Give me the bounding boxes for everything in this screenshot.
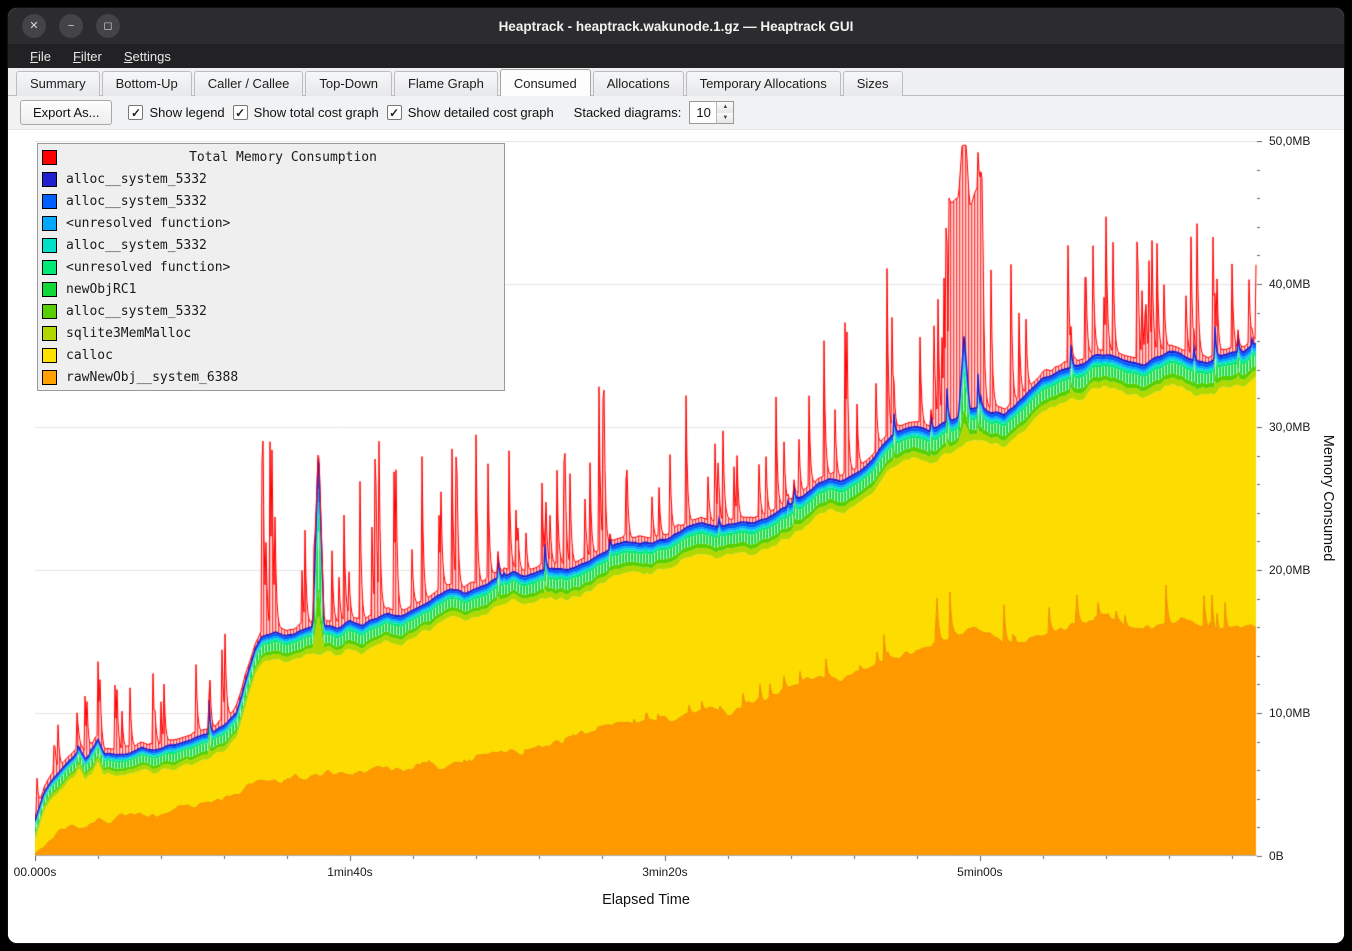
titlebar: ✕−◻ Heaptrack - heaptrack.wakunode.1.gz …: [8, 8, 1344, 44]
y-tick-label: 0B: [1269, 849, 1284, 863]
tab-allocations[interactable]: Allocations: [593, 71, 684, 96]
legend-item: newObjRC1: [38, 278, 504, 300]
x-axis-title: Elapsed Time: [602, 892, 690, 908]
tab-summary[interactable]: Summary: [16, 71, 100, 96]
legend-swatch: [42, 282, 57, 297]
menu-item-filter[interactable]: Filter: [63, 47, 112, 66]
legend-swatch: [42, 194, 57, 209]
legend-label: alloc__system_5332: [66, 304, 207, 319]
maximize-button[interactable]: ◻: [96, 14, 120, 38]
tabbar: SummaryBottom-UpCaller / CalleeTop-DownF…: [8, 68, 1344, 96]
x-tick-label: 1min40s: [327, 865, 372, 879]
stacked-diagrams-label: Stacked diagrams:: [574, 105, 682, 120]
stacked-diagrams-spinbox[interactable]: 10 ▲ ▼: [689, 101, 734, 124]
checkbox-show-total-cost-graph[interactable]: ✓ Show total cost graph: [233, 105, 379, 120]
legend-swatch: [42, 238, 57, 253]
window-controls: ✕−◻: [22, 14, 120, 38]
x-tick-label: 00.000s: [14, 865, 57, 879]
legend-label: sqlite3MemMalloc: [66, 326, 191, 341]
legend-item: rawNewObj__system_6388: [38, 366, 504, 388]
y-tick-label: 20,0MB: [1269, 563, 1310, 577]
window-title: Heaptrack - heaptrack.wakunode.1.gz — He…: [8, 19, 1344, 34]
legend-swatch: [42, 260, 57, 275]
checkbox-show-legend[interactable]: ✓ Show legend: [128, 105, 224, 120]
export-as-button[interactable]: Export As...: [20, 100, 112, 125]
app-window: ✕−◻ Heaptrack - heaptrack.wakunode.1.gz …: [8, 8, 1344, 943]
legend-title-swatch: [42, 150, 57, 165]
x-tick-label: 3min20s: [642, 865, 687, 879]
legend-swatch: [42, 370, 57, 385]
checkbox-box-show-legend[interactable]: ✓: [128, 105, 143, 120]
checkbox-show-detailed-cost-graph[interactable]: ✓ Show detailed cost graph: [387, 105, 554, 120]
checkbox-group-container: ✓ Show legend ✓ Show total cost graph ✓ Show …: [120, 105, 553, 120]
tab-temporary-allocations[interactable]: Temporary Allocations: [686, 71, 841, 96]
menu-item-settings[interactable]: Settings: [114, 47, 181, 66]
tab-top-down[interactable]: Top-Down: [305, 71, 392, 96]
legend-swatch: [42, 216, 57, 231]
tab-consumed[interactable]: Consumed: [500, 69, 591, 96]
legend-swatch: [42, 304, 57, 319]
x-tick-label: 5min00s: [957, 865, 1002, 879]
y-tick-label: 30,0MB: [1269, 420, 1310, 434]
legend-label: calloc: [66, 348, 113, 363]
legend-title-row: Total Memory Consumption: [38, 146, 504, 168]
tab-sizes[interactable]: Sizes: [843, 71, 903, 96]
legend-label: <unresolved function>: [66, 260, 230, 275]
tab-flame-graph[interactable]: Flame Graph: [394, 71, 498, 96]
y-tick-label: 50,0MB: [1269, 134, 1310, 148]
legend-label: newObjRC1: [66, 282, 136, 297]
spinbox-down-button[interactable]: ▼: [717, 113, 733, 124]
toolbar: Export As... ✓ Show legend ✓ Show total cos…: [8, 96, 1344, 130]
legend-item: <unresolved function>: [38, 256, 504, 278]
legend-item: alloc__system_5332: [38, 234, 504, 256]
checkbox-label-show-detailed-cost-graph: Show detailed cost graph: [408, 105, 554, 120]
legend-item: alloc__system_5332: [38, 190, 504, 212]
y-axis-title: Memory Consumed: [1320, 435, 1336, 562]
checkbox-box-show-total-cost-graph[interactable]: ✓: [233, 105, 248, 120]
legend-item: calloc: [38, 344, 504, 366]
tab-caller-callee[interactable]: Caller / Callee: [194, 71, 304, 96]
checkbox-label-show-total-cost-graph: Show total cost graph: [254, 105, 379, 120]
chart-area: Total Memory Consumption alloc__system_53…: [8, 130, 1344, 943]
legend-label: alloc__system_5332: [66, 238, 207, 253]
legend-item: sqlite3MemMalloc: [38, 322, 504, 344]
legend-label: alloc__system_5332: [66, 194, 207, 209]
legend-item: <unresolved function>: [38, 212, 504, 234]
close-button[interactable]: ✕: [22, 14, 46, 38]
tab-bottom-up[interactable]: Bottom-Up: [102, 71, 192, 96]
legend-swatch: [42, 348, 57, 363]
plot-region: Total Memory Consumption alloc__system_53…: [35, 141, 1263, 863]
legend-label: <unresolved function>: [66, 216, 230, 231]
legend-label: alloc__system_5332: [66, 172, 207, 187]
chart-legend: Total Memory Consumption alloc__system_53…: [37, 143, 505, 391]
y-tick-label: 10,0MB: [1269, 706, 1310, 720]
spinbox-value[interactable]: 10: [690, 102, 716, 123]
legend-label: rawNewObj__system_6388: [66, 370, 238, 385]
y-tick-label: 40,0MB: [1269, 277, 1310, 291]
legend-item: alloc__system_5332: [38, 168, 504, 190]
checkbox-label-show-legend: Show legend: [149, 105, 224, 120]
legend-swatch: [42, 326, 57, 341]
minimize-button[interactable]: −: [59, 14, 83, 38]
checkbox-box-show-detailed-cost-graph[interactable]: ✓: [387, 105, 402, 120]
legend-item: alloc__system_5332: [38, 300, 504, 322]
legend-title: Total Memory Consumption: [66, 150, 500, 165]
spinbox-up-button[interactable]: ▲: [717, 102, 733, 113]
menu-item-file[interactable]: File: [20, 47, 61, 66]
menubar: FileFilterSettings: [8, 44, 1344, 68]
spinbox-buttons: ▲ ▼: [716, 102, 733, 123]
legend-swatch: [42, 172, 57, 187]
